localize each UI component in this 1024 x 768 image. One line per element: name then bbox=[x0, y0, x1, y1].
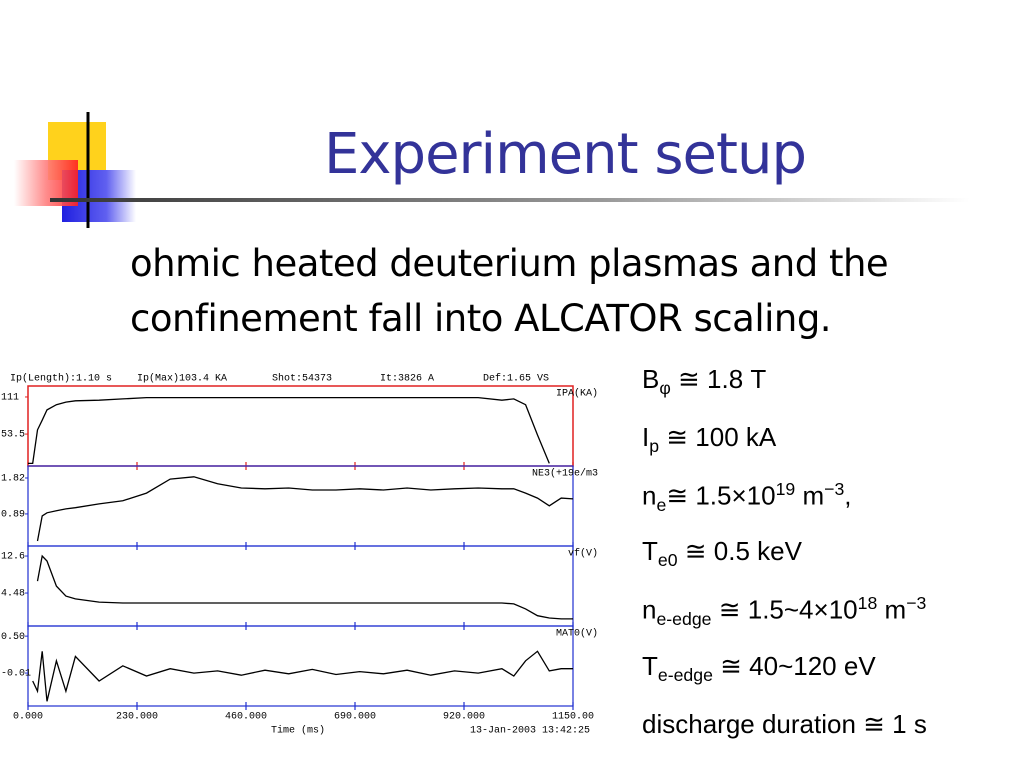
param-text: discharge duration ≅ 1 s bbox=[642, 709, 927, 739]
parameter: ne-edge ≅ 1.5~4×1018 m−3 bbox=[642, 593, 926, 630]
param-text: n bbox=[642, 594, 657, 625]
param-sup: 18 bbox=[857, 593, 878, 613]
signal-trace bbox=[32, 650, 573, 702]
param-sub: φ bbox=[659, 378, 671, 399]
panel-frame bbox=[27, 465, 574, 547]
y-tick-label: 0.89 bbox=[1, 510, 25, 521]
slide-title: Experiment setup bbox=[324, 122, 807, 187]
panel-label: vf(V) bbox=[568, 548, 598, 560]
signal-trace bbox=[36, 476, 574, 542]
param-text: ≅ 1.5~4×10 bbox=[711, 594, 858, 625]
chart-header: It:3826 A bbox=[380, 374, 434, 385]
y-tick-label: 0.50 bbox=[1, 632, 25, 643]
title-rule bbox=[50, 198, 970, 202]
parameter: discharge duration ≅ 1 s bbox=[642, 709, 927, 740]
x-tick-label: 0.000 bbox=[13, 712, 43, 723]
x-tick-label: 690.000 bbox=[334, 712, 376, 723]
param-text: ≅ 1.8 T bbox=[670, 364, 767, 394]
y-tick-label: 1.82 bbox=[1, 474, 25, 485]
parameter: Te-edge ≅ 40~120 eV bbox=[642, 651, 876, 686]
signal-trace bbox=[28, 396, 550, 465]
y-tick-label: 4.48 bbox=[1, 589, 25, 600]
param-sub: e0 bbox=[657, 550, 678, 571]
y-tick-label: 111 bbox=[1, 393, 19, 404]
panel-label: MAT0(V) bbox=[556, 628, 598, 640]
param-sub: e-edge bbox=[657, 665, 713, 686]
chart-header: Ip(Max)103.4 KA bbox=[137, 373, 227, 385]
panel-frame bbox=[27, 545, 574, 627]
param-text: ≅ 100 kA bbox=[659, 422, 777, 452]
y-tick-label: 12.6 bbox=[1, 552, 25, 563]
chart-header: Ip(Length):1.10 s bbox=[10, 373, 112, 385]
panel-label: NE3(+19e/m3 bbox=[532, 468, 598, 480]
x-axis-label: Time (ms) bbox=[271, 725, 325, 737]
y-tick-label: -0.01 bbox=[1, 669, 31, 680]
signal-chart: Ip(Length):1.10 s Ip(Max)103.4 KA Shot:543… bbox=[1, 373, 598, 737]
parameter: Ip ≅ 100 kA bbox=[642, 422, 776, 457]
param-text: m bbox=[877, 594, 907, 625]
param-text: ≅ 0.5 keV bbox=[677, 536, 802, 566]
x-tick-label: 1150.00 bbox=[552, 712, 594, 723]
param-sub: e-edge bbox=[656, 608, 712, 629]
body-text: confinement fall into ALCATOR scaling. bbox=[130, 297, 832, 340]
param-text: T bbox=[642, 651, 658, 681]
param-text: , bbox=[844, 480, 852, 511]
param-text: I bbox=[642, 422, 650, 452]
chart-date: 13-Jan-2003 13:42:25 bbox=[470, 726, 590, 737]
param-sup: −3 bbox=[824, 479, 845, 499]
panel-frame bbox=[27, 625, 574, 707]
param-text: ≅ 40~120 eV bbox=[712, 651, 876, 681]
param-text: m bbox=[795, 480, 825, 511]
param-text: n bbox=[642, 480, 657, 511]
panel-label: IPA(KA) bbox=[556, 388, 598, 400]
param-text: ≅ 1.5×10 bbox=[666, 480, 776, 511]
parameter: ne≅ 1.5×1019 m−3, bbox=[642, 479, 852, 516]
param-sup: −3 bbox=[906, 593, 927, 613]
x-tick-label: 920.000 bbox=[443, 712, 485, 723]
param-sup: 19 bbox=[775, 479, 796, 499]
chart-header: Def:1.65 VS bbox=[483, 373, 549, 385]
param-text: B bbox=[642, 364, 660, 394]
parameter: Bφ ≅ 1.8 T bbox=[642, 364, 766, 399]
x-tick-label: 460.000 bbox=[225, 712, 267, 723]
param-sub: p bbox=[649, 436, 660, 457]
x-tick-label: 230.000 bbox=[116, 712, 158, 723]
body-text: ohmic heated deuterium plasmas and the bbox=[130, 242, 889, 285]
param-sub: e bbox=[656, 494, 667, 515]
parameter: Te0 ≅ 0.5 keV bbox=[642, 536, 802, 571]
y-tick-label: 53.5 bbox=[1, 430, 25, 441]
signal-trace bbox=[36, 554, 573, 620]
chart-header: Shot:54373 bbox=[272, 373, 332, 385]
param-text: T bbox=[642, 536, 658, 566]
